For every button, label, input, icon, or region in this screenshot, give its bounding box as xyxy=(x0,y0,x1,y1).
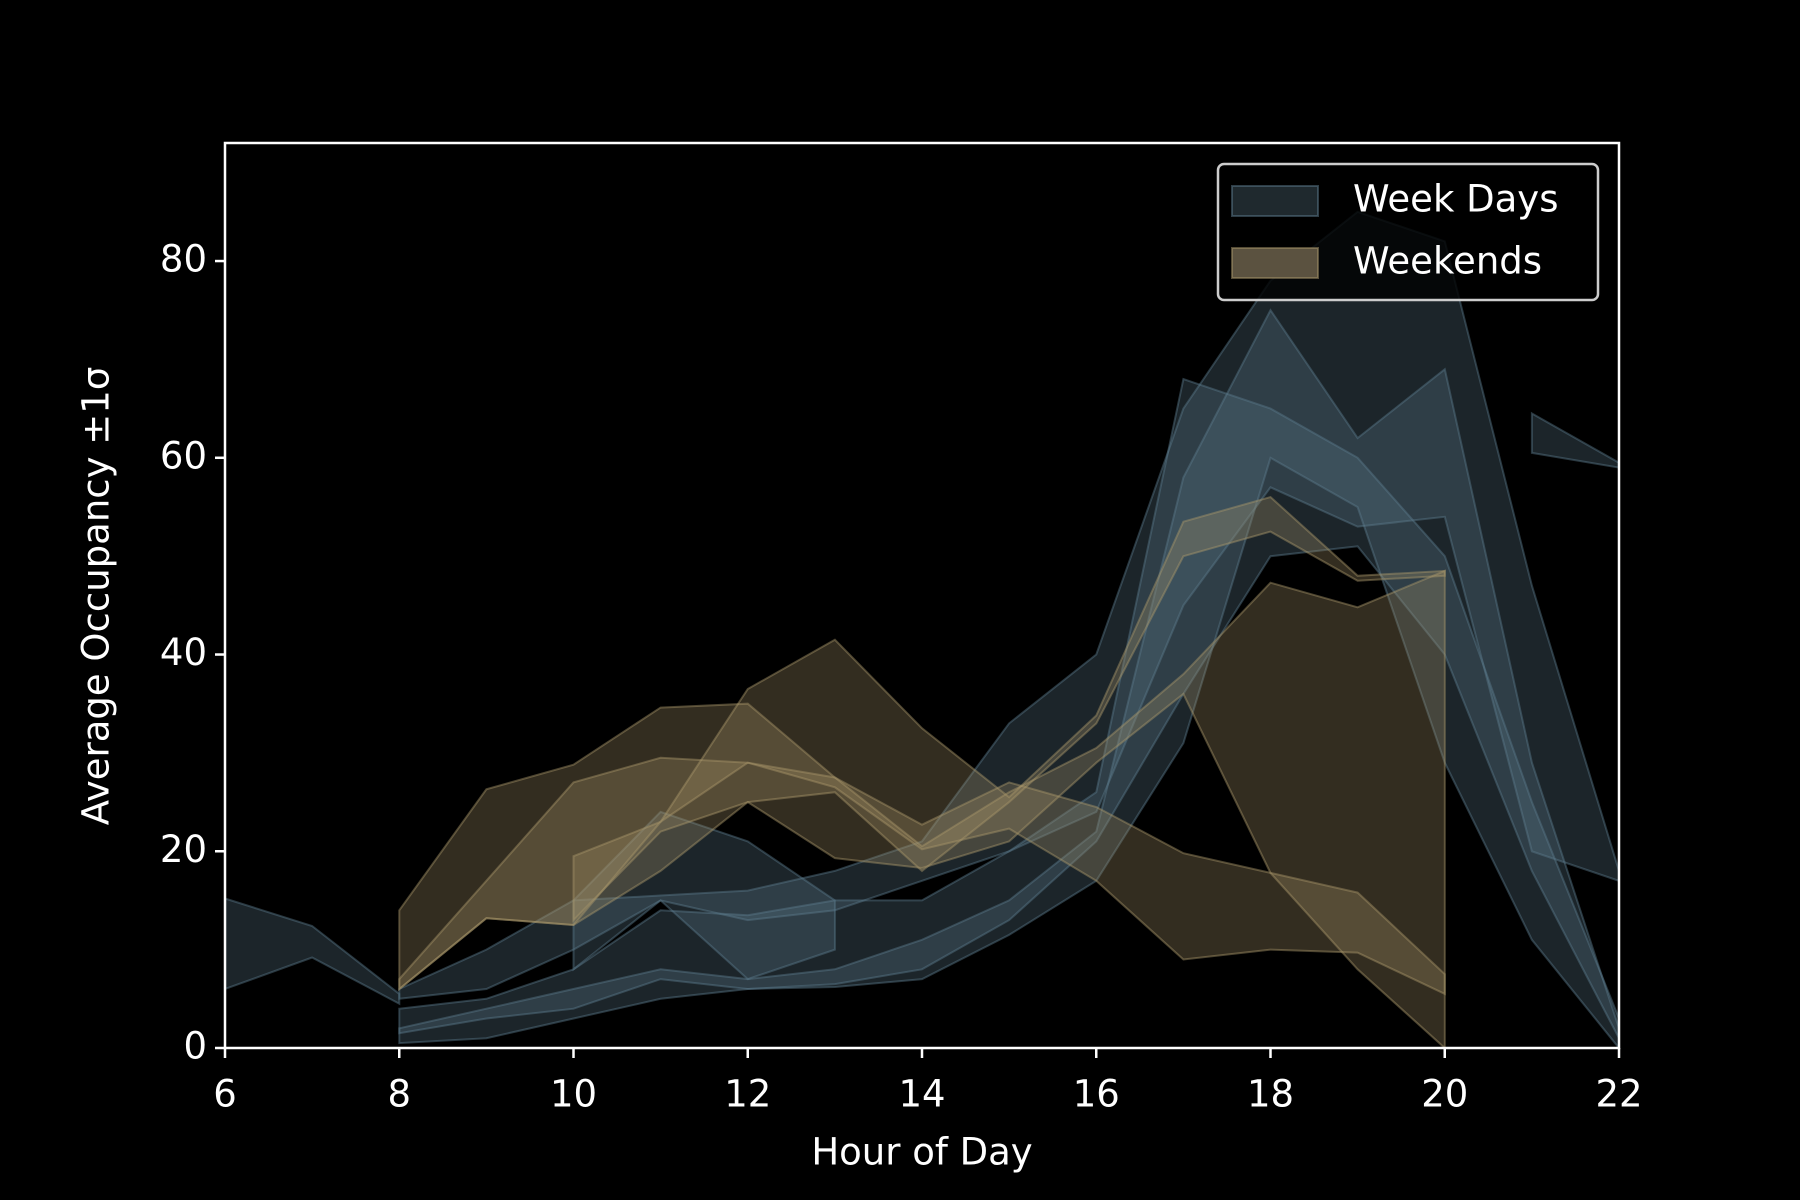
y-tick-label: 20 xyxy=(160,828,207,871)
y-tick-label: 0 xyxy=(183,1025,207,1068)
y-tick-label: 60 xyxy=(160,434,207,477)
y-tick-label: 40 xyxy=(160,631,207,674)
legend-label: Weekends xyxy=(1353,240,1542,283)
x-tick-label: 10 xyxy=(550,1073,597,1116)
x-tick-label: 16 xyxy=(1073,1073,1120,1116)
x-axis-label: Hour of Day xyxy=(811,1131,1032,1174)
legend-swatch xyxy=(1231,247,1319,279)
legend-label: Week Days xyxy=(1353,178,1558,221)
x-tick-label: 14 xyxy=(898,1073,945,1116)
x-tick-label: 20 xyxy=(1421,1073,1468,1116)
x-tick-label: 22 xyxy=(1595,1073,1642,1116)
y-tick-label: 80 xyxy=(160,238,207,281)
y-axis-label: Average Occupancy ±1σ xyxy=(75,367,118,826)
band xyxy=(572,810,836,981)
band xyxy=(572,495,1446,923)
x-tick-label: 8 xyxy=(387,1073,411,1116)
x-tick-label: 18 xyxy=(1247,1073,1294,1116)
legend-swatch xyxy=(1231,185,1319,217)
x-tick-label: 12 xyxy=(724,1073,771,1116)
x-tick-label: 6 xyxy=(213,1073,237,1116)
band xyxy=(398,702,1446,996)
